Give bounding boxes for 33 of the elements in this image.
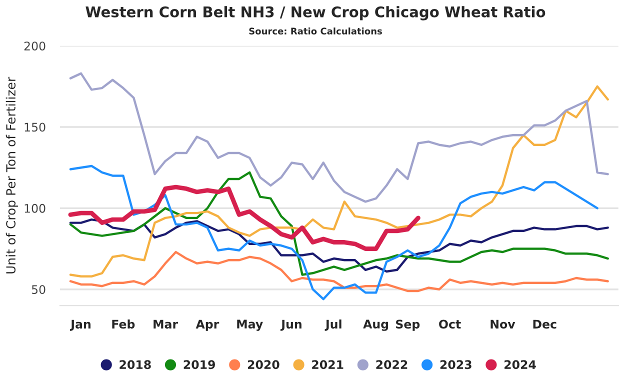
y-tick-label: 100 [24,204,46,213]
x-tick-label: May [237,320,263,331]
legend-label: 2020 [248,360,280,370]
x-tick-label: Jul [324,319,342,331]
legend-label: 2021 [312,360,344,370]
x-tick-label: Jan [70,320,90,331]
y-tick-label: 50 [32,285,46,294]
line-series [69,171,609,276]
line-series [69,85,609,278]
x-tick-label: Nov [490,320,516,329]
y-axis-title: Unit of Crop Per Ton of Fertilizer [6,76,18,274]
x-tick-label: Oct [439,320,461,329]
x-tick-label: Aug [363,320,388,331]
y-tick-label: 200 [24,42,46,50]
line-series [68,184,420,251]
legend-label: 2023 [440,360,472,370]
y-tick-label: 150 [24,122,46,132]
x-tick-label: Feb [112,319,135,329]
legend-label: 2018 [120,360,151,370]
chart-title: Western Corn Belt NH3 / New Crop Chicago Wheat Ratio [86,6,546,20]
x-tick-label: Jun [280,320,302,331]
x-tick-label: Sep [396,320,420,331]
line-series [69,250,609,292]
x-tick-label: Dec [533,320,556,329]
line-series [69,72,609,203]
line-series [69,218,609,273]
x-tick-label: Apr [196,320,220,331]
legend-label: 2022 [376,360,408,370]
chart-subtitle: Source: Ratio Calculations [249,28,382,35]
x-tick-label: Mar [154,320,178,329]
line-series [69,164,598,300]
legend-label: 2019 [184,360,215,370]
legend-label: 2024 [504,360,536,370]
